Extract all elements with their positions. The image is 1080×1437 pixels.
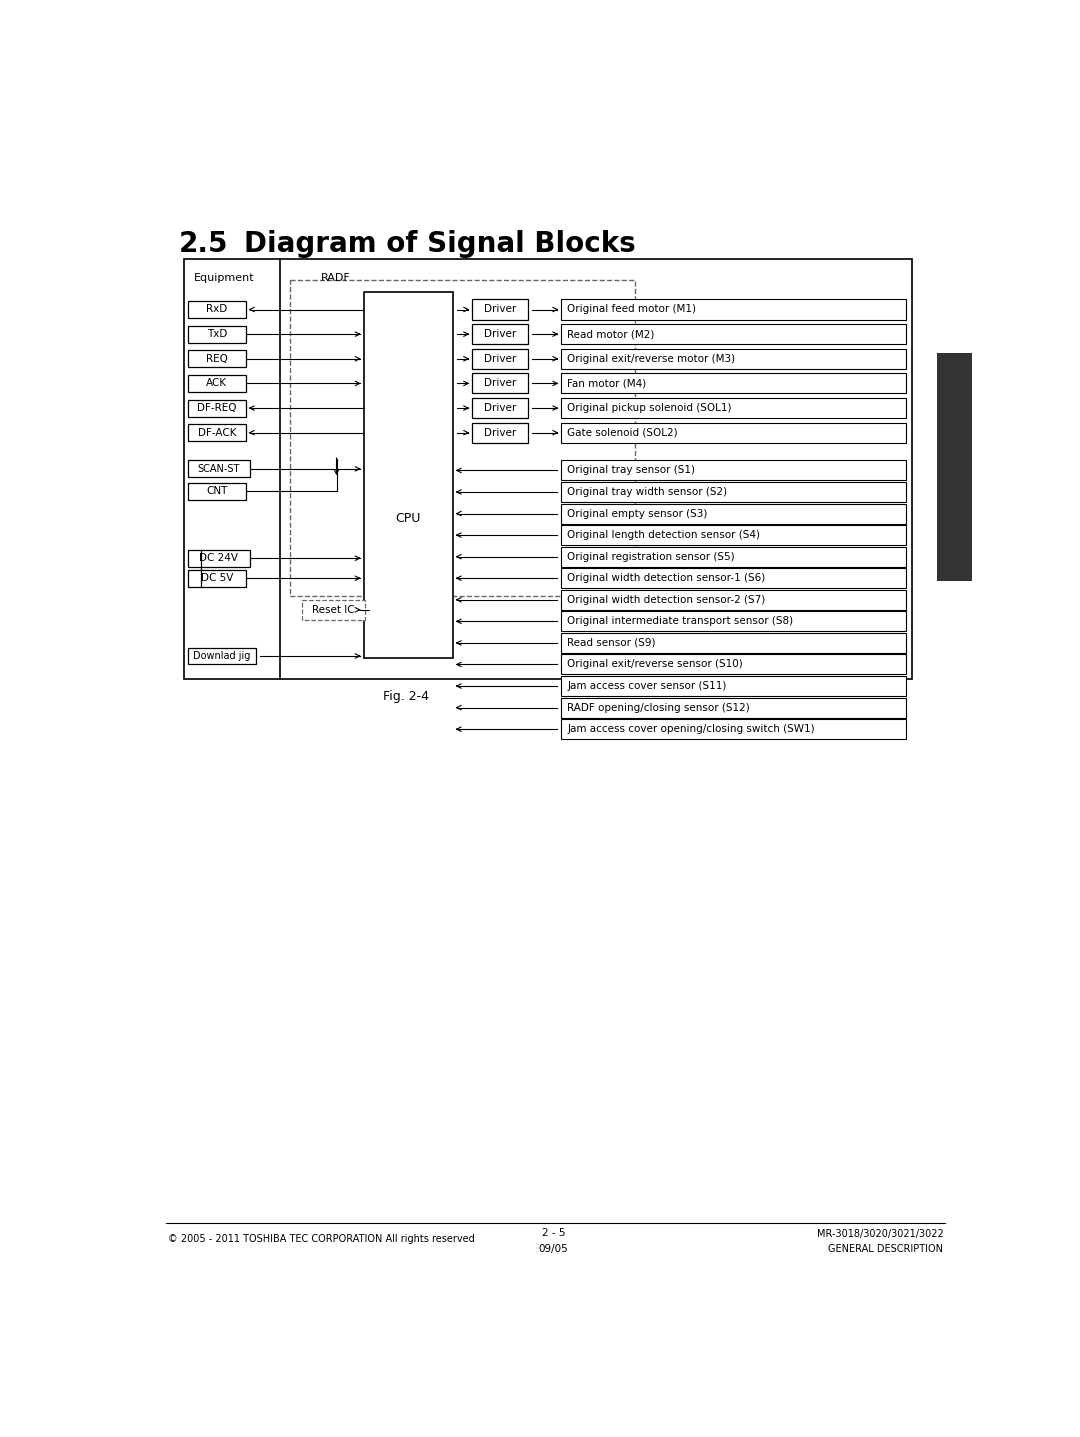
- Bar: [562, 481, 906, 502]
- Bar: [562, 349, 906, 369]
- Text: Driver: Driver: [484, 354, 516, 364]
- Bar: [562, 374, 906, 394]
- Text: Original intermediate transport sensor (S8): Original intermediate transport sensor (…: [567, 616, 794, 627]
- Bar: [364, 292, 453, 658]
- Bar: [301, 599, 365, 619]
- Bar: [562, 654, 906, 674]
- Text: 2 - 5: 2 - 5: [542, 1229, 565, 1239]
- Bar: [188, 460, 249, 477]
- Bar: [472, 422, 528, 443]
- Bar: [562, 568, 906, 588]
- Text: GENERAL DESCRIPTION: GENERAL DESCRIPTION: [828, 1244, 943, 1255]
- Bar: [188, 399, 246, 417]
- Bar: [937, 354, 972, 581]
- Text: MR-3018/3020/3021/3022: MR-3018/3020/3021/3022: [816, 1229, 943, 1239]
- Bar: [188, 483, 246, 500]
- Text: Driver: Driver: [484, 378, 516, 388]
- Bar: [188, 300, 246, 318]
- Text: TxD: TxD: [206, 329, 227, 339]
- Text: Driver: Driver: [484, 402, 516, 412]
- Bar: [472, 325, 528, 343]
- Text: Equipment: Equipment: [193, 273, 255, 283]
- Text: RxD: RxD: [206, 305, 228, 315]
- Bar: [562, 546, 906, 566]
- Text: Original feed motor (M1): Original feed motor (M1): [567, 305, 697, 315]
- Text: Original pickup solenoid (SOL1): Original pickup solenoid (SOL1): [567, 402, 732, 412]
- Text: © 2005 - 2011 TOSHIBA TEC CORPORATION All rights reserved: © 2005 - 2011 TOSHIBA TEC CORPORATION Al…: [167, 1234, 474, 1244]
- Text: Gate solenoid (SOL2): Gate solenoid (SOL2): [567, 428, 678, 438]
- Text: Fan motor (M4): Fan motor (M4): [567, 378, 647, 388]
- Bar: [472, 299, 528, 319]
- Text: DF-ACK: DF-ACK: [198, 428, 237, 438]
- Text: ACK: ACK: [206, 378, 227, 388]
- Text: Original exit/reverse sensor (S10): Original exit/reverse sensor (S10): [567, 660, 743, 670]
- Bar: [562, 299, 906, 319]
- Bar: [188, 648, 256, 664]
- Text: Reset IC: Reset IC: [312, 605, 354, 615]
- Bar: [562, 398, 906, 418]
- Text: Driver: Driver: [484, 428, 516, 438]
- Text: REQ: REQ: [206, 354, 228, 364]
- Bar: [188, 550, 249, 566]
- Text: Diagram of Signal Blocks: Diagram of Signal Blocks: [243, 230, 635, 259]
- Text: 2.5: 2.5: [179, 230, 229, 259]
- Bar: [562, 632, 906, 652]
- Bar: [562, 675, 906, 696]
- Text: CPU: CPU: [395, 512, 421, 525]
- Text: Original empty sensor (S3): Original empty sensor (S3): [567, 509, 707, 519]
- Bar: [562, 697, 906, 717]
- Text: Original width detection sensor-2 (S7): Original width detection sensor-2 (S7): [567, 595, 766, 605]
- Bar: [562, 525, 906, 545]
- Bar: [188, 375, 246, 392]
- Text: Jam access cover sensor (S11): Jam access cover sensor (S11): [567, 681, 727, 691]
- Bar: [562, 589, 906, 609]
- Text: Driver: Driver: [484, 329, 516, 339]
- Text: Original exit/reverse motor (M3): Original exit/reverse motor (M3): [567, 354, 735, 364]
- Bar: [188, 351, 246, 368]
- Bar: [188, 569, 246, 586]
- Bar: [472, 398, 528, 418]
- Bar: [562, 718, 906, 739]
- Bar: [472, 349, 528, 369]
- Bar: [188, 424, 246, 441]
- Bar: [291, 280, 635, 596]
- Text: Jam access cover opening/closing switch (SW1): Jam access cover opening/closing switch …: [567, 724, 815, 734]
- Text: Driver: Driver: [484, 305, 516, 315]
- Text: RADF: RADF: [321, 273, 351, 283]
- Text: Read motor (M2): Read motor (M2): [567, 329, 654, 339]
- Text: CNT: CNT: [206, 486, 228, 496]
- Bar: [562, 460, 906, 480]
- Text: DC 24V: DC 24V: [199, 553, 239, 563]
- Bar: [562, 611, 906, 631]
- Bar: [188, 326, 246, 342]
- Bar: [184, 260, 913, 680]
- Bar: [562, 325, 906, 343]
- Bar: [562, 503, 906, 523]
- Text: Original registration sensor (S5): Original registration sensor (S5): [567, 552, 735, 562]
- Text: SCAN-ST: SCAN-ST: [198, 464, 240, 474]
- Text: Original width detection sensor-1 (S6): Original width detection sensor-1 (S6): [567, 573, 766, 583]
- Text: RADF opening/closing sensor (S12): RADF opening/closing sensor (S12): [567, 703, 751, 713]
- Text: 09/05: 09/05: [539, 1244, 568, 1255]
- Text: Read sensor (S9): Read sensor (S9): [567, 638, 656, 648]
- Text: 2: 2: [944, 453, 964, 481]
- Text: Original tray sensor (S1): Original tray sensor (S1): [567, 466, 696, 476]
- Text: Downlad jig: Downlad jig: [193, 651, 251, 661]
- Text: Fig. 2-4: Fig. 2-4: [383, 690, 429, 703]
- Text: DC 5V: DC 5V: [201, 573, 233, 583]
- Bar: [562, 422, 906, 443]
- Text: DF-REQ: DF-REQ: [197, 402, 237, 412]
- Text: Original tray width sensor (S2): Original tray width sensor (S2): [567, 487, 728, 497]
- Text: Original length detection sensor (S4): Original length detection sensor (S4): [567, 530, 760, 540]
- Bar: [472, 374, 528, 394]
